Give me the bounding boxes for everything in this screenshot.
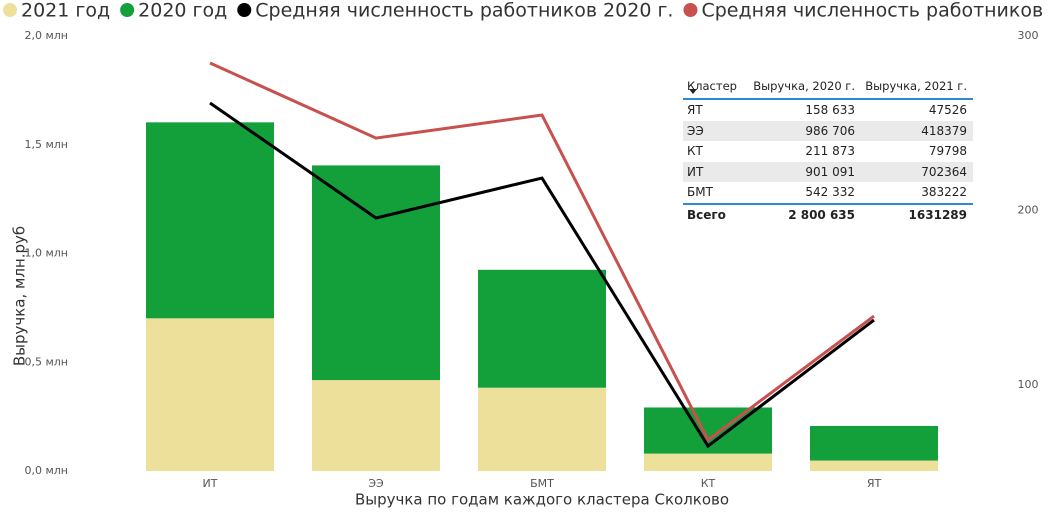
x-tick-label: ИТ [203, 477, 218, 490]
table-cell: ЯТ [687, 103, 703, 118]
table-cell: Выручка, 2020 г. [753, 79, 855, 93]
bar-segment [312, 380, 440, 471]
bar-segment [312, 165, 440, 381]
legend-label: Средняя численность работников 2021 г. [701, 0, 1048, 22]
legend-marker [120, 3, 135, 17]
x-tick-label: КТ [701, 477, 716, 490]
table-cell: ИТ [687, 164, 704, 179]
table-cell: 383222 [921, 185, 967, 200]
bar-segment [478, 269, 606, 388]
y-tick-label: 1,5 млн [24, 138, 68, 151]
table-row: ЯТ 158 633 47526 [683, 100, 973, 121]
x-tick-label: ЭЭ [368, 477, 384, 490]
table-cell: 418379 [921, 123, 967, 138]
table-cell: 1631289 [908, 207, 967, 222]
line-series [209, 61, 875, 443]
table-row: ИТ 901 091 702364 [683, 161, 973, 182]
table-cell: 79798 [928, 144, 967, 159]
y-tick-label: 0,5 млн [24, 355, 68, 368]
y-tick-label: 0,0 млн [24, 464, 68, 477]
y-axis-title: Выручка, млн.руб [11, 226, 29, 366]
y2-tick-label: 100 [1018, 378, 1039, 391]
table-cell: Всего [687, 207, 726, 222]
line-series [209, 101, 875, 449]
table-row: ЭЭ 986 706 418379 [683, 120, 973, 141]
x-tick-label: ЯТ [867, 477, 882, 490]
table-cell: 158 633 [805, 103, 855, 118]
table-cell: 901 091 [805, 164, 855, 179]
bar-segment [810, 460, 938, 471]
y-tick-label: 2,0 млн [24, 29, 68, 42]
table-cell: 986 706 [805, 123, 855, 138]
bar-segment [478, 387, 606, 471]
bar-segment [810, 425, 938, 461]
table-cell: БМТ [687, 185, 713, 200]
table-cell: КТ [687, 144, 703, 159]
table-cell: Кластер [687, 79, 737, 93]
bar-segment [146, 122, 274, 319]
data-table: Кластер Выручка, 2020 г. Выручка, 2021 г. Я… [683, 74, 973, 225]
table-cell: Выручка, 2021 г. [865, 79, 967, 93]
legend-marker [3, 3, 17, 17]
y2-tick-label: 200 [1018, 203, 1039, 216]
table-row: БМТ 542 332 383222 [683, 182, 973, 203]
legend-label: 2020 год [138, 0, 227, 22]
table-total: Всего 2 800 635 1631289 [683, 202, 973, 226]
legend-marker [683, 3, 698, 17]
x-tick-label: БМТ [530, 477, 554, 490]
bar-segment [146, 318, 274, 471]
table-cell: ЭЭ [687, 123, 704, 138]
sort-arrow [689, 89, 697, 94]
bar-segment [644, 453, 772, 471]
table-row: КТ 211 873 79798 [683, 141, 973, 162]
x-axis-title: Выручка по годам каждого кластера Сколко… [355, 491, 729, 509]
table-cell: 702364 [921, 164, 967, 179]
table-cell: 2 800 635 [788, 207, 855, 222]
y-tick-label: 1,0 млн [24, 247, 68, 260]
table-cell: 542 332 [805, 185, 855, 200]
table-header: Кластер Выручка, 2020 г. Выручка, 2021 г. [683, 74, 973, 100]
table-cell: 47526 [928, 103, 967, 118]
legend-marker [237, 3, 252, 17]
y2-tick-label: 300 [1018, 29, 1039, 42]
table-cell: 211 873 [805, 144, 855, 159]
legend-label: 2021 год [21, 0, 110, 22]
legend-label: Средняя численность работников 2020 г. [255, 0, 673, 22]
